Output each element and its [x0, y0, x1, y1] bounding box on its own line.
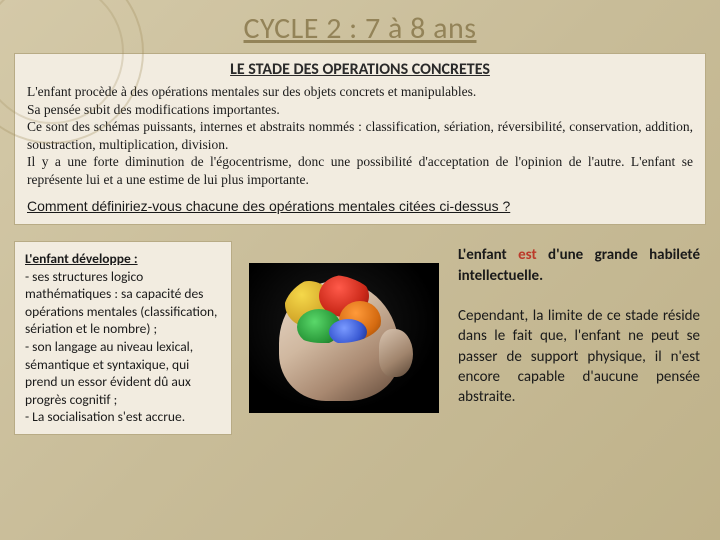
right-p1: L'enfant est d'une grande habileté intel… [458, 245, 700, 286]
subtitle: LE STADE DES OPERATIONS CONCRETES [27, 60, 693, 79]
slide-title: CYCLE 2 : 7 à 8 ans [0, 0, 720, 53]
right-p1-accent: est [518, 246, 537, 264]
brain-image [244, 241, 444, 434]
para-4: Il y a une forte diminution de l'égocent… [27, 153, 693, 188]
left-item-3: - La socialisation s'est accrue. [25, 408, 185, 425]
left-item-2: - son langage au niveau lexical, sémanti… [25, 338, 193, 408]
left-item-1: - ses structures logico mathématiques : … [25, 268, 217, 338]
body-paragraphs: L'enfant procède à des opérations mental… [27, 83, 693, 188]
right-p1-pre: L'enfant [458, 246, 518, 264]
left-lead: L'enfant développe : [25, 250, 138, 267]
columns-row: L'enfant développe : - ses structures lo… [14, 241, 706, 434]
left-box: L'enfant développe : - ses structures lo… [14, 241, 232, 434]
para-1: L'enfant procède à des opérations mental… [27, 83, 693, 101]
question-text: Comment définiriez-vous chacune des opér… [27, 198, 693, 214]
brain-illustration [249, 263, 439, 413]
main-text-box: LE STADE DES OPERATIONS CONCRETES L'enfa… [14, 53, 706, 225]
para-3: Ce sont des schémas puissants, internes … [27, 118, 693, 153]
right-p2: Cependant, la limite de ce stade réside … [458, 306, 700, 407]
para-2: Sa pensée subit des modifications import… [27, 101, 693, 119]
right-text: L'enfant est d'une grande habileté intel… [456, 241, 706, 434]
